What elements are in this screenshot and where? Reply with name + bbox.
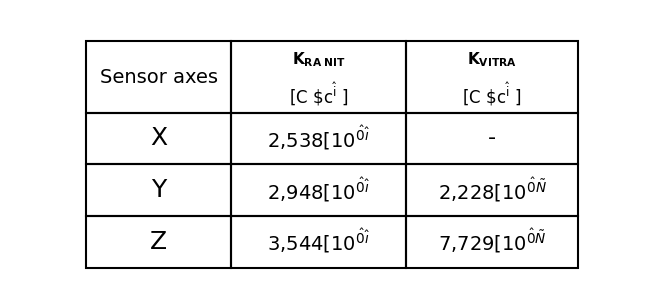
Text: $\mathrm{[C\ \$c^{\hat{i}}\ ]}$: $\mathrm{[C\ \$c^{\hat{i}}\ ]}$ <box>289 81 349 109</box>
Text: 2,538$\mathsf{[}$10$^{\hat{0}\hat{\imath}}$: 2,538$\mathsf{[}$10$^{\hat{0}\hat{\imath… <box>267 124 370 153</box>
Text: 2,228$\mathsf{[}$10$^{\hat{0}\tilde{N}}$: 2,228$\mathsf{[}$10$^{\hat{0}\tilde{N}}$ <box>437 176 546 205</box>
Text: Sensor axes: Sensor axes <box>100 68 218 87</box>
Text: Z: Z <box>150 230 167 254</box>
Text: 3,544$\mathsf{[}$10$^{\hat{0}\hat{\imath}}$: 3,544$\mathsf{[}$10$^{\hat{0}\hat{\imath… <box>267 227 370 256</box>
Text: 7,729$\mathsf{[}$10$^{\hat{0}\tilde{N}}$: 7,729$\mathsf{[}$10$^{\hat{0}\tilde{N}}$ <box>438 227 546 256</box>
Text: $\mathrm{[C\ \$c^{\hat{i}}\ ]}$: $\mathrm{[C\ \$c^{\hat{i}}\ ]}$ <box>462 81 522 109</box>
Text: $\mathbf{K}_{\mathrm{\mathbf{RA\ NIT}}}$: $\mathbf{K}_{\mathrm{\mathbf{RA\ NIT}}}$ <box>292 50 345 69</box>
Text: 2,948$\mathsf{[}$10$^{\hat{0}\hat{\imath}}$: 2,948$\mathsf{[}$10$^{\hat{0}\hat{\imath… <box>267 176 370 205</box>
Text: $\mathbf{K}_{\mathrm{\mathbf{VITRA}}}$: $\mathbf{K}_{\mathrm{\mathbf{VITRA}}}$ <box>467 50 517 69</box>
Text: X: X <box>150 126 167 151</box>
Text: -: - <box>488 129 496 148</box>
Text: Y: Y <box>151 178 167 202</box>
